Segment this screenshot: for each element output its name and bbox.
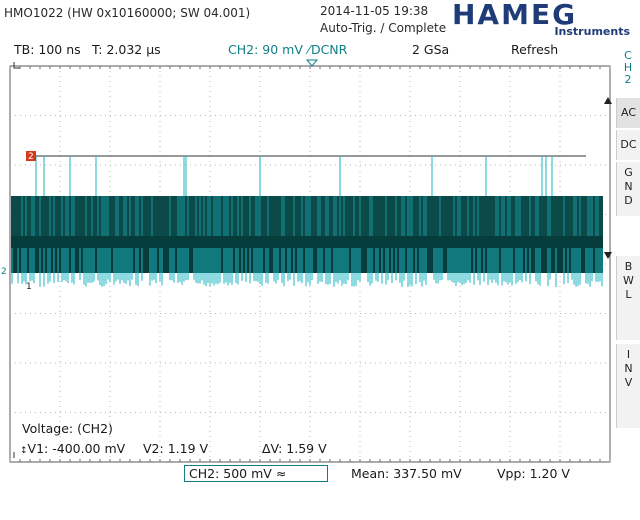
softkey-gnd-label: N	[624, 180, 633, 193]
channel-setting-value: CH2: 90 mV	[228, 42, 303, 57]
screen-markers: 2 2 1	[1, 59, 612, 458]
softkey-inv-label: I	[626, 348, 631, 361]
channel-label-char: C	[624, 49, 632, 62]
logo-subtitle: Instruments	[554, 25, 630, 38]
reference-marker-icon	[26, 151, 36, 161]
softkey-bwl-label: L	[625, 288, 632, 301]
vpp-readout: Vpp: 1.20 V	[497, 466, 570, 481]
ch2-scale-box[interactable]: CH2: 500 mV ≈	[184, 465, 328, 482]
timebase-readout[interactable]: TB: 100 ns	[14, 42, 81, 57]
trigger-position-icon	[305, 59, 319, 67]
coupling-mode: DCNR	[310, 42, 348, 57]
softkey-gnd[interactable]: G N D	[616, 162, 640, 216]
model-info: HMO1022 (HW 0x10160000; SW 04.001)	[4, 6, 251, 20]
cursor-v1-value: V1: -400.00 mV	[27, 441, 126, 456]
scope-display[interactable]: 2 2 1	[0, 56, 616, 466]
cursor-icon: ↕	[20, 446, 28, 456]
trigger-slope-icon: ⁄	[307, 42, 310, 57]
cursor-v2-readout: V2: 1.19 V	[143, 441, 209, 456]
trace-band-upper	[11, 196, 603, 236]
softkey-bwl-label: W	[623, 274, 634, 287]
delta-v-readout: ΔV: 1.59 V	[262, 441, 327, 456]
mean-readout: Mean: 337.50 mV	[351, 466, 462, 481]
softkey-inv-label: N	[624, 362, 633, 375]
datetime: 2014-11-05 19:38	[320, 4, 429, 18]
acquisition-mode[interactable]: Refresh	[511, 42, 559, 57]
softkey-bwl-label: B	[624, 260, 633, 273]
channel-label-char: 2	[624, 73, 632, 86]
softkey-dc-label: DC	[620, 138, 637, 151]
cursor-v1-readout: ↕V1: -400.00 mV	[20, 441, 125, 456]
channel-label-char: H	[623, 61, 633, 74]
ch2-ground-marker: 2	[1, 267, 7, 277]
channel-menu-label: C H 2	[616, 46, 640, 94]
level-down-arrow-icon	[604, 252, 612, 259]
reference-marker-label: 2	[28, 152, 34, 162]
softkey-inv[interactable]: I N V	[616, 344, 640, 428]
softkey-ac[interactable]: AC	[616, 98, 640, 128]
measurement-title: Voltage: (CH2)	[22, 421, 113, 436]
softkey-dc[interactable]: DC	[616, 130, 640, 160]
hameg-logo: HAMEG Instruments	[452, 0, 636, 38]
screen-corner-icon	[13, 62, 20, 69]
sample-rate[interactable]: 2 GSa	[412, 42, 450, 57]
level-up-arrow-icon	[604, 97, 612, 104]
channel-setting[interactable]: CH2: 90 mV ⁄DCNR	[228, 42, 347, 57]
trigger-time-readout[interactable]: T: 2.032 µs	[92, 42, 161, 57]
softkey-gnd-label: G	[624, 166, 633, 179]
logo-brand: HAMEG	[452, 0, 578, 31]
softkey-ac-label: AC	[620, 106, 636, 119]
softkey-bwl[interactable]: B W L	[616, 256, 640, 340]
ac-coupling-icon: ≈	[275, 466, 287, 481]
ch2-waveform	[11, 155, 603, 287]
trigger-status: Auto-Trig. / Complete	[320, 21, 447, 35]
softkey-gnd-label: D	[624, 194, 633, 207]
softkey-panel: C H 2 AC DC G N D B W L I N V	[616, 46, 640, 520]
ch2-scale-value: CH2: 500 mV	[189, 466, 272, 481]
softkey-inv-label: V	[624, 376, 633, 389]
cursor1-marker: 1	[26, 282, 32, 292]
